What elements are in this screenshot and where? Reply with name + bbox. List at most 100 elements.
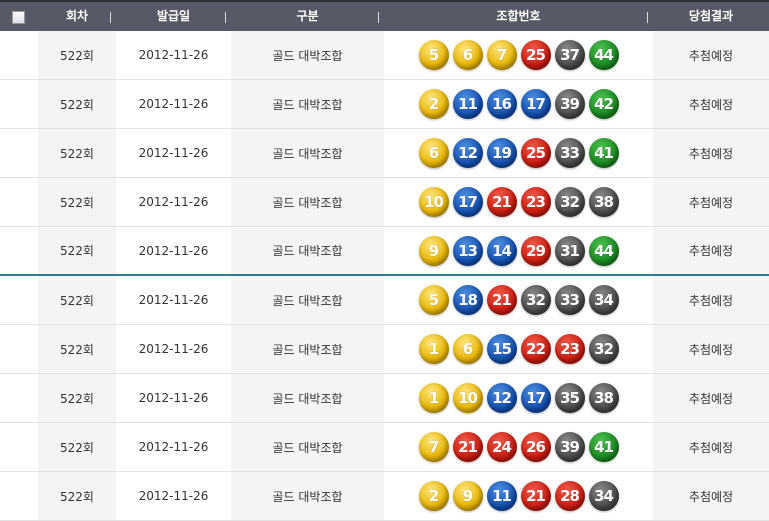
table-row[interactable]: 522회 2012-11-26 골드 대박조합 7 21 24 26 39 41 추첨예정 [0,423,769,472]
date-cell: 2012-11-26 [138,293,209,307]
number-ball: 21 [486,187,517,217]
number-ball: 34 [588,481,619,511]
table-row[interactable]: 522회 2012-11-26 골드 대박조합 5 18 21 32 33 34 추첨예정 [0,276,769,325]
round-cell: 522회 [38,31,116,79]
date-cell: 2012-11-26 [138,48,209,62]
select-cell [0,325,38,373]
date-cell: 2012-11-26 [138,146,209,160]
table-row[interactable]: 522회 2012-11-26 골드 대박조합 10 17 21 23 32 38 추첨예정 [0,178,769,227]
number-ball: 5 [418,285,449,315]
number-ball: 44 [588,235,619,266]
number-ball: 6 [418,138,449,168]
type-cell: 골드 대박조합 [231,178,384,226]
table-body: 522회 2012-11-26 골드 대박조합 5 6 7 25 37 44 추첨예정 522회 20… [0,31,769,521]
header-issue-date[interactable]: 발급일 [156,9,191,23]
numbers-cell: 10 17 21 23 32 38 [384,178,653,226]
number-ball: 29 [520,235,551,266]
number-ball: 14 [486,235,517,266]
number-ball: 17 [520,89,551,119]
number-ball: 17 [520,383,551,413]
date-cell: 2012-11-26 [138,489,209,503]
round-cell: 522회 [38,80,116,128]
number-ball: 2 [418,481,449,511]
date-cell: 2012-11-26 [138,391,209,405]
select-cell [0,227,38,274]
number-ball: 32 [554,187,585,217]
number-ball: 39 [554,432,585,462]
select-cell [0,31,38,79]
header-type[interactable]: 구분 [296,9,319,23]
number-ball: 24 [486,432,517,462]
number-ball: 16 [486,89,517,119]
result-cell: 추첨예정 [653,129,769,177]
header-divider [647,12,648,23]
select-cell [0,178,38,226]
result-cell: 추첨예정 [653,472,769,520]
number-ball: 35 [554,383,585,413]
result-cell: 추첨예정 [653,31,769,79]
round-cell: 522회 [38,129,116,177]
type-cell: 골드 대박조합 [231,472,384,520]
table-row[interactable]: 522회 2012-11-26 골드 대박조합 1 10 12 17 35 38 추첨예정 [0,374,769,423]
round-cell: 522회 [38,227,116,274]
table-header: 회차 발급일 구분 조합번호 당첨결과 [0,0,769,31]
table-row[interactable]: 522회 2012-11-26 골드 대박조합 6 12 19 25 33 41 추첨예정 [0,129,769,178]
header-round[interactable]: 회차 [65,9,89,23]
select-cell [0,80,38,128]
number-ball: 12 [486,383,517,413]
table-row[interactable]: 522회 2012-11-26 골드 대박조합 9 13 14 29 31 44 추첨예정 [0,227,769,276]
type-cell: 골드 대박조합 [231,227,384,274]
select-cell [0,129,38,177]
number-ball: 23 [554,334,585,364]
numbers-cell: 5 6 7 25 37 44 [384,31,653,79]
result-cell: 추첨예정 [653,80,769,128]
numbers-cell: 1 6 15 22 23 32 [384,325,653,373]
number-ball: 9 [452,481,483,511]
table-row[interactable]: 522회 2012-11-26 골드 대박조합 2 9 11 21 28 34 추첨예정 [0,472,769,521]
number-ball: 6 [452,40,483,70]
result-cell: 추첨예정 [653,325,769,373]
number-ball: 26 [520,432,551,462]
select-all-checkbox[interactable] [12,11,25,24]
header-divider [110,12,111,23]
numbers-cell: 5 18 21 32 33 34 [384,276,653,324]
number-ball: 6 [452,334,483,364]
result-cell: 추첨예정 [653,276,769,324]
select-cell [0,423,38,471]
number-ball: 25 [520,40,551,70]
number-ball: 11 [486,481,517,511]
number-ball: 11 [452,89,483,119]
type-cell: 골드 대박조합 [231,80,384,128]
table-row[interactable]: 522회 2012-11-26 골드 대박조합 2 11 16 17 39 42 추첨예정 [0,80,769,129]
number-ball: 13 [452,235,483,266]
number-ball: 23 [520,187,551,217]
header-numbers[interactable]: 조합번호 [496,9,541,23]
select-cell [0,374,38,422]
number-ball: 22 [520,334,551,364]
type-cell: 골드 대박조합 [231,31,384,79]
number-ball: 10 [418,187,449,217]
numbers-cell: 2 11 16 17 39 42 [384,80,653,128]
number-ball: 7 [418,432,449,462]
number-ball: 5 [418,40,449,70]
round-cell: 522회 [38,423,116,471]
number-ball: 41 [588,138,619,168]
number-ball: 33 [554,138,585,168]
number-ball: 28 [554,481,585,511]
numbers-cell: 6 12 19 25 33 41 [384,129,653,177]
table-row[interactable]: 522회 2012-11-26 골드 대박조합 1 6 15 22 23 32 추첨예정 [0,325,769,374]
date-cell: 2012-11-26 [138,195,209,209]
number-ball: 33 [554,285,585,315]
number-ball: 41 [588,432,619,462]
select-cell [0,472,38,520]
header-divider [378,12,379,23]
number-ball: 21 [486,285,517,315]
header-result[interactable]: 당첨결과 [688,9,734,23]
number-ball: 19 [486,138,517,168]
date-cell: 2012-11-26 [138,342,209,356]
date-cell: 2012-11-26 [138,243,209,258]
round-cell: 522회 [38,276,116,324]
numbers-cell: 7 21 24 26 39 41 [384,423,653,471]
table-row[interactable]: 522회 2012-11-26 골드 대박조합 5 6 7 25 37 44 추첨예정 [0,31,769,80]
header-divider [225,12,226,23]
